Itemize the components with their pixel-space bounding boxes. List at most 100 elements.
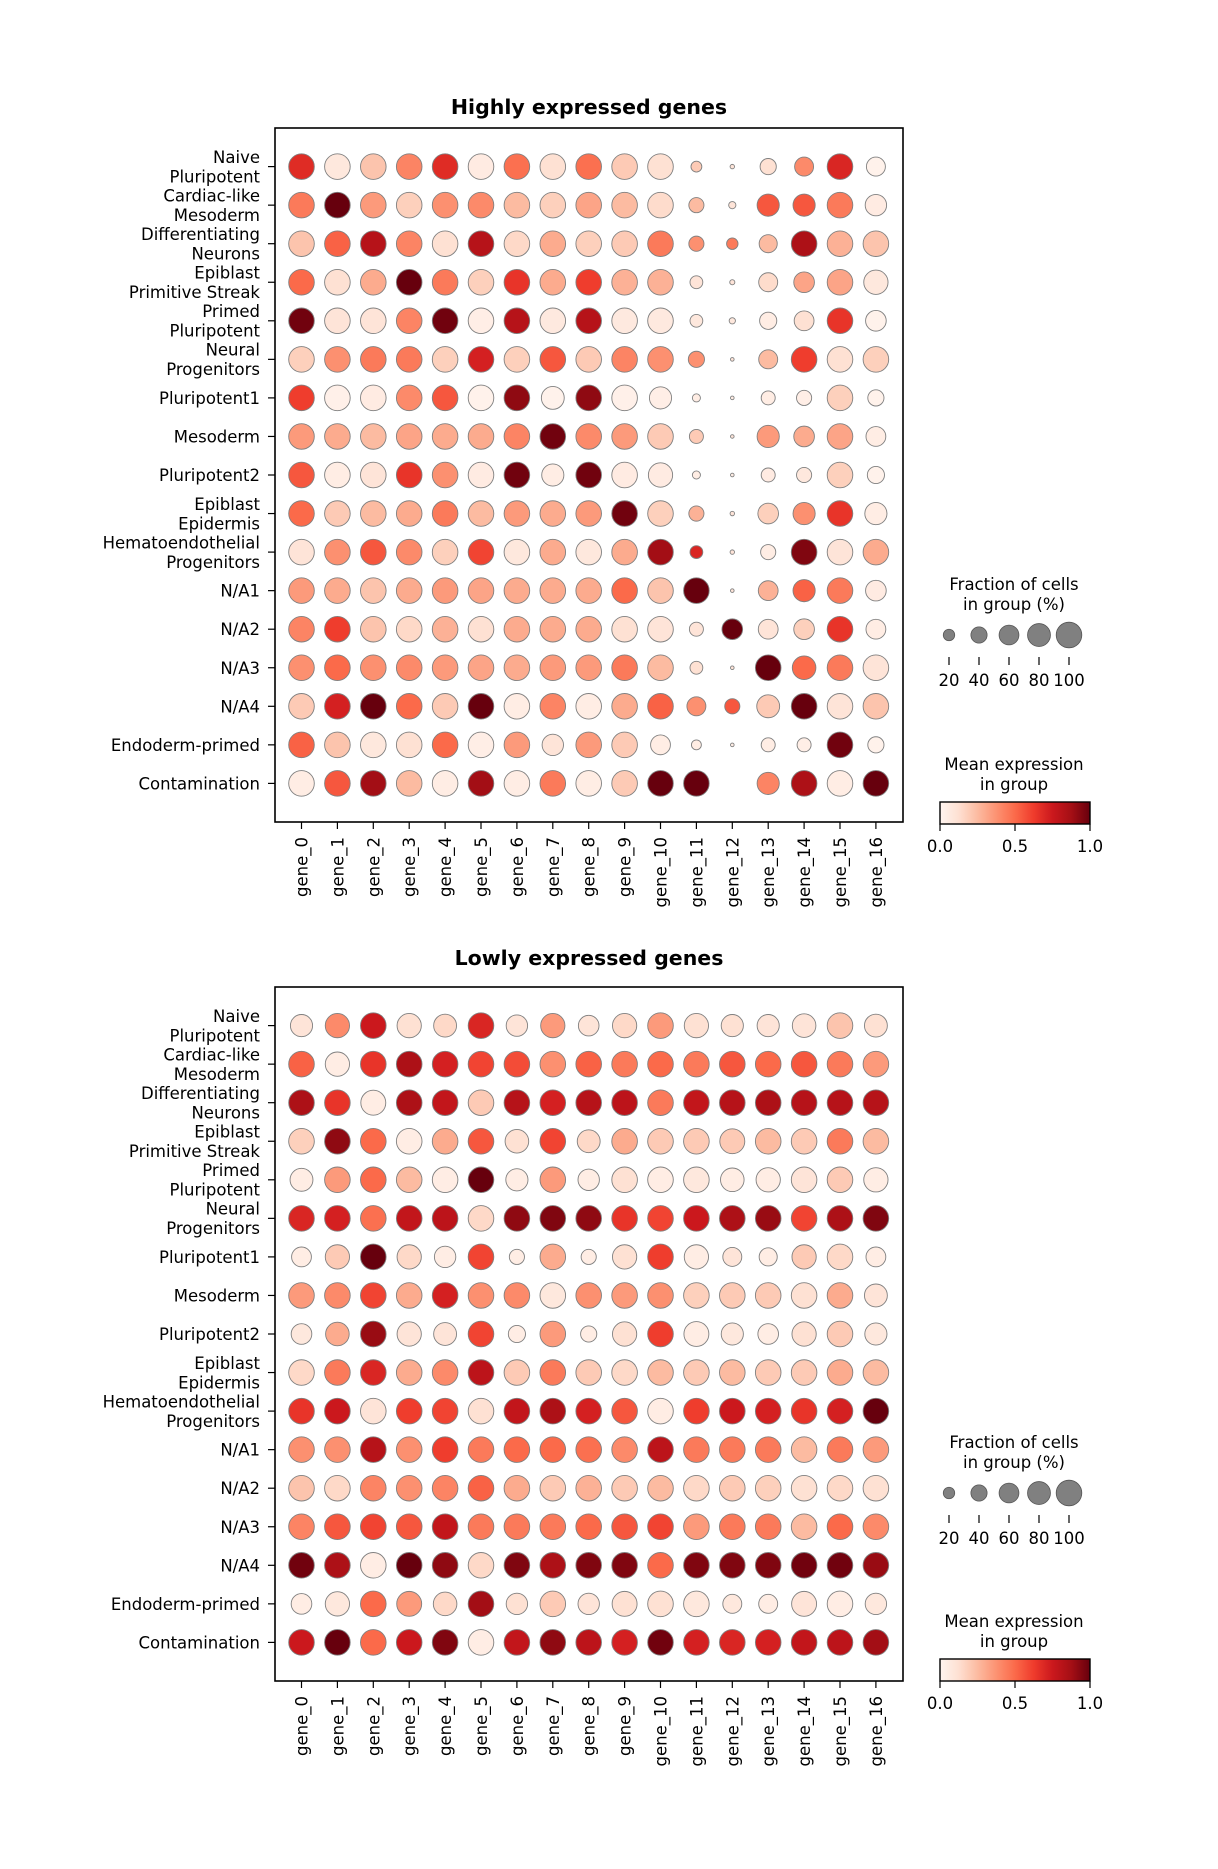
dot-gene_6-row11 [503, 577, 531, 604]
dot-gene_13-row13 [754, 654, 782, 682]
dot-gene_14-row1 [792, 193, 816, 217]
dot-gene_8-row5 [575, 1205, 602, 1232]
dot-gene_2-row12 [360, 1474, 387, 1502]
dot-gene_10-row8 [647, 462, 674, 488]
dot-gene_12-row13 [719, 1513, 746, 1540]
x-tick-label: gene_12 [723, 837, 743, 907]
dot-gene_12-row10 [719, 1397, 746, 1425]
dot-gene_7-row12 [539, 615, 567, 643]
x-tick-label: gene_8 [580, 837, 600, 897]
dot-gene_10-row10 [647, 538, 674, 566]
dot-gene_13-row2 [758, 234, 778, 254]
dot-gene_10-row7 [647, 1282, 674, 1309]
dot-gene_6-row3 [504, 1128, 530, 1154]
dot-gene_15-row2 [826, 1089, 854, 1116]
dot-gene_3-row13 [395, 654, 423, 682]
dot-gene_14-row3 [793, 271, 815, 294]
dot-gene_5-row11 [467, 577, 495, 604]
x-tick-label: gene_11 [687, 837, 707, 907]
dot-gene_11-row12 [683, 1474, 710, 1502]
dot-gene_8-row0 [577, 1014, 600, 1037]
dot-gene_7-row9 [539, 1359, 567, 1386]
dot-gene_10-row1 [647, 1050, 674, 1078]
x-tick-label: gene_15 [831, 837, 851, 907]
dot-gene_13-row12 [757, 618, 779, 640]
x-tick-label: gene_4 [436, 837, 456, 897]
colorbar-label: 0.5 [1002, 837, 1028, 856]
dot-gene_10-row5 [647, 346, 674, 373]
dot-gene_14-row4 [793, 310, 815, 332]
dot-gene_4-row7 [431, 423, 459, 450]
y-tick-label: Progenitors [166, 553, 260, 572]
dot-gene_14-row6 [796, 389, 813, 406]
dot-gene_1-row7 [324, 1282, 351, 1309]
dot-gene_3-row0 [395, 153, 423, 180]
y-tick-label: Primitive Streak [129, 283, 261, 302]
dot-gene_15-row15 [826, 1590, 854, 1618]
dot-gene_10-row9 [647, 500, 674, 527]
dot-gene_14-row5 [790, 346, 818, 373]
dot-gene_12-row5 [730, 357, 735, 362]
dot-gene_1-row8 [324, 461, 351, 489]
dot-gene_15-row9 [826, 1359, 854, 1386]
dot-gene_14-row0 [791, 1013, 817, 1038]
y-tick-label: Naive [213, 1007, 260, 1026]
dot-gene_14-row8 [796, 466, 813, 484]
x-tick-label: gene_10 [652, 837, 672, 907]
dot-gene_3-row7 [395, 423, 423, 450]
dot-gene_2-row13 [360, 654, 387, 682]
dot-gene_13-row10 [760, 544, 777, 561]
dot-gene_10-row3 [647, 1127, 674, 1155]
dot-gene_14-row10 [790, 538, 818, 566]
dot-gene_5-row1 [467, 191, 495, 219]
dot-gene_3-row15 [396, 1590, 423, 1617]
dot-gene_6-row13 [503, 1513, 531, 1540]
dot-gene_4-row11 [431, 577, 459, 604]
dot-gene_3-row7 [395, 1282, 423, 1309]
dot-gene_8-row1 [575, 1050, 602, 1078]
dot-gene_10-row2 [647, 1089, 674, 1116]
size-legend-label: 100 [1053, 671, 1085, 690]
dot-gene_11-row10 [683, 1397, 710, 1425]
dot-gene_13-row9 [757, 502, 779, 525]
dot-gene_5-row3 [467, 269, 495, 296]
dot-gene_6-row10 [503, 538, 531, 566]
dot-gene_6-row7 [503, 423, 531, 450]
y-tick-label: Neurons [191, 1103, 260, 1122]
dot-gene_15-row2 [826, 230, 854, 257]
dot-gene_4-row13 [431, 1513, 459, 1540]
dot-gene_4-row9 [431, 500, 459, 527]
dot-gene_1-row4 [324, 1166, 351, 1194]
dot-gene_0-row7 [288, 423, 315, 450]
dot-gene_7-row7 [539, 1282, 567, 1309]
y-tick-label: N/A3 [220, 659, 260, 678]
size-legend-title: in group (%) [963, 1453, 1065, 1472]
dot-gene_1-row14 [324, 693, 351, 720]
dot-gene_16-row14 [862, 693, 890, 720]
dot-gene_0-row12 [288, 1474, 315, 1502]
dot-gene_2-row6 [360, 1243, 387, 1271]
x-tick-label: gene_13 [759, 837, 779, 907]
dot-gene_3-row13 [395, 1513, 423, 1540]
dot-gene_13-row1 [756, 193, 780, 217]
dot-gene_8-row4 [577, 1168, 600, 1191]
dot-gene_0-row13 [288, 654, 315, 682]
dot-gene_9-row6 [612, 1244, 638, 1270]
dot-gene_14-row7 [790, 1282, 818, 1309]
dot-gene_3-row4 [395, 307, 423, 335]
dot-gene_4-row2 [431, 1089, 459, 1116]
dot-gene_16-row4 [863, 1167, 889, 1193]
dot-gene_4-row4 [431, 1166, 459, 1194]
x-tick-label: gene_1 [328, 1696, 348, 1756]
dot-gene_7-row1 [539, 191, 567, 219]
x-tick-label: gene_7 [544, 837, 564, 897]
dot-gene_14-row2 [790, 230, 818, 257]
y-tick-label: N/A4 [220, 1556, 260, 1575]
dot-gene_12-row8 [720, 1322, 744, 1346]
dot-gene_15-row15 [826, 731, 854, 759]
dot-gene_1-row0 [324, 153, 351, 180]
dot-gene_11-row12 [688, 621, 704, 637]
dot-gene_15-row10 [826, 1397, 854, 1425]
dot-gene_13-row5 [758, 349, 779, 370]
dot-gene_16-row15 [864, 1592, 888, 1616]
